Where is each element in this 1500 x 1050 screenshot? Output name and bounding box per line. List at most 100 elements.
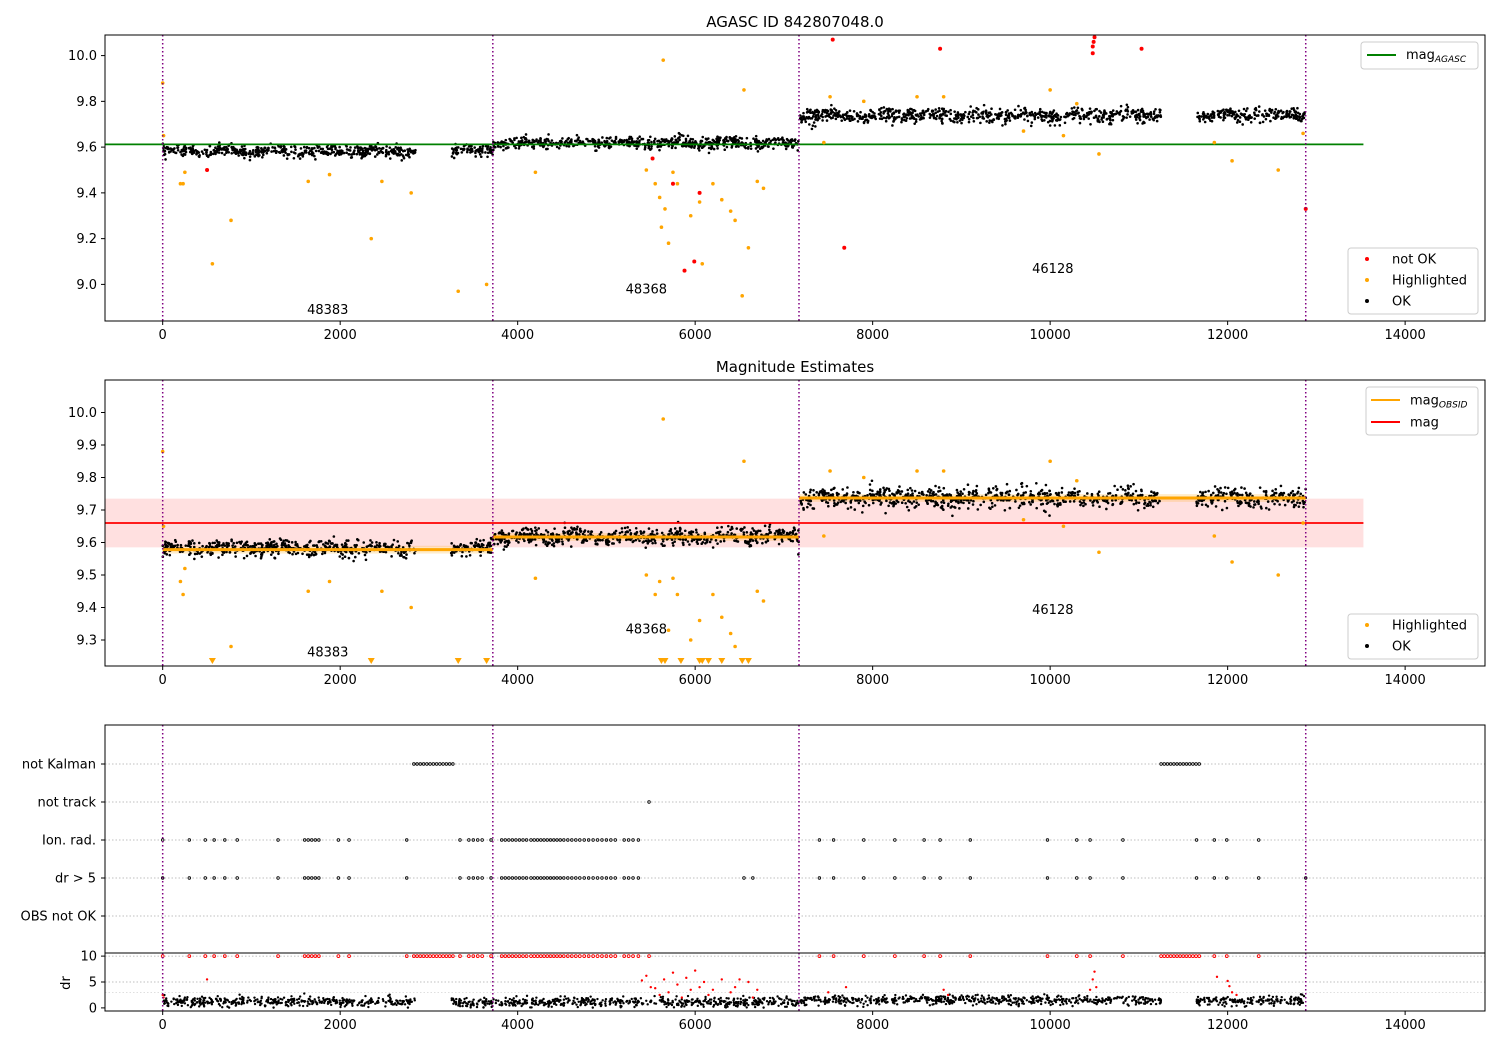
ok-point: [911, 111, 914, 115]
ok-point: [742, 533, 746, 537]
flag-point: [600, 838, 604, 842]
ok-point: [974, 493, 978, 497]
ok-point: [757, 529, 760, 533]
ok-point: [948, 493, 951, 496]
flag-point: [310, 838, 314, 842]
ok-point: [270, 150, 273, 153]
ok-point: [1041, 502, 1045, 506]
ok-point: [1088, 107, 1092, 110]
ok-point: [451, 151, 455, 154]
ok-point: [1278, 494, 1281, 497]
ok-point: [808, 123, 811, 126]
ok-point: [845, 114, 848, 117]
flag-point: [1088, 876, 1092, 880]
ok-point: [478, 153, 482, 156]
ok-point: [624, 531, 628, 534]
ok-point: [397, 544, 401, 548]
ok-point: [454, 545, 457, 549]
ok-point: [1210, 119, 1214, 123]
ok-point: [1004, 122, 1007, 126]
ok-point: [230, 151, 234, 155]
ok-point: [1004, 119, 1007, 123]
not-ok-point: [650, 156, 655, 161]
ok-point: [771, 138, 775, 142]
ok-point: [565, 144, 568, 148]
ok-point: [1204, 490, 1207, 494]
flag-category-label: not track: [37, 796, 96, 811]
ok-point: [350, 156, 354, 159]
flag-point: [1172, 762, 1176, 766]
ok-point: [408, 155, 411, 159]
ok-point: [345, 539, 348, 542]
ok-point: [982, 117, 986, 120]
ok-point: [785, 137, 789, 141]
ok-point: [544, 529, 548, 532]
ok-point: [632, 539, 635, 543]
ok-point: [163, 152, 167, 156]
ok-point: [717, 137, 720, 141]
ok-point: [272, 149, 276, 153]
ok-point: [868, 488, 872, 492]
flag-point: [609, 876, 613, 880]
dr-ok-point: [360, 1004, 363, 1007]
ok-point: [1090, 110, 1093, 114]
ok-point: [301, 153, 304, 157]
ok-point: [1140, 108, 1143, 112]
ok-point: [539, 137, 542, 141]
ok-point: [524, 133, 528, 136]
ok-point: [1065, 111, 1069, 115]
ok-point: [450, 542, 453, 545]
dr-ok-point: [170, 1000, 173, 1003]
ok-point: [878, 108, 881, 111]
ok-point: [1020, 112, 1023, 116]
highlighted-point: [1048, 459, 1052, 464]
ok-point: [489, 544, 493, 548]
ok-point: [1236, 114, 1240, 118]
ok-point: [1101, 120, 1105, 124]
ok-point: [403, 149, 407, 152]
ok-point: [248, 155, 252, 158]
highlighted-point: [666, 628, 671, 633]
ok-point: [1247, 504, 1251, 507]
ok-point: [637, 140, 641, 144]
ok-point: [1018, 504, 1022, 507]
flag-point: [831, 876, 836, 880]
flag-point: [347, 838, 351, 842]
ok-point: [518, 144, 521, 148]
flag-point: [347, 876, 351, 880]
ok-point: [311, 147, 314, 151]
ok-point: [941, 113, 945, 116]
flag-point: [276, 838, 280, 842]
ok-point: [1198, 119, 1202, 123]
ok-point: [1025, 484, 1029, 488]
ok-point: [309, 553, 313, 557]
ok-point: [486, 151, 490, 155]
ok-point: [1273, 112, 1276, 115]
ok-point: [1247, 501, 1250, 505]
ok-point: [735, 527, 739, 530]
ok-point: [1140, 489, 1143, 493]
ok-point: [1103, 109, 1106, 112]
ok-point: [1219, 111, 1222, 114]
ok-point: [1274, 107, 1278, 111]
ok-point: [1143, 501, 1147, 504]
ok-point: [220, 151, 224, 155]
flag-point: [471, 838, 475, 842]
obsid-label: 48383: [307, 645, 348, 660]
ok-point: [377, 151, 381, 155]
ok-point: [1212, 111, 1216, 115]
ok-point: [934, 111, 937, 115]
ok-point: [531, 538, 534, 541]
ok-point: [214, 146, 217, 149]
ok-point: [507, 541, 510, 545]
ok-point: [479, 554, 482, 557]
ok-point: [347, 556, 351, 560]
dr-ok-point: [376, 1001, 380, 1005]
obsid-label: 48368: [626, 623, 667, 638]
ok-point: [1217, 113, 1221, 117]
ok-point: [1241, 123, 1244, 126]
ok-point: [1216, 487, 1219, 491]
ok-point: [265, 148, 269, 152]
ok-point: [928, 112, 932, 116]
ok-point: [969, 499, 973, 502]
